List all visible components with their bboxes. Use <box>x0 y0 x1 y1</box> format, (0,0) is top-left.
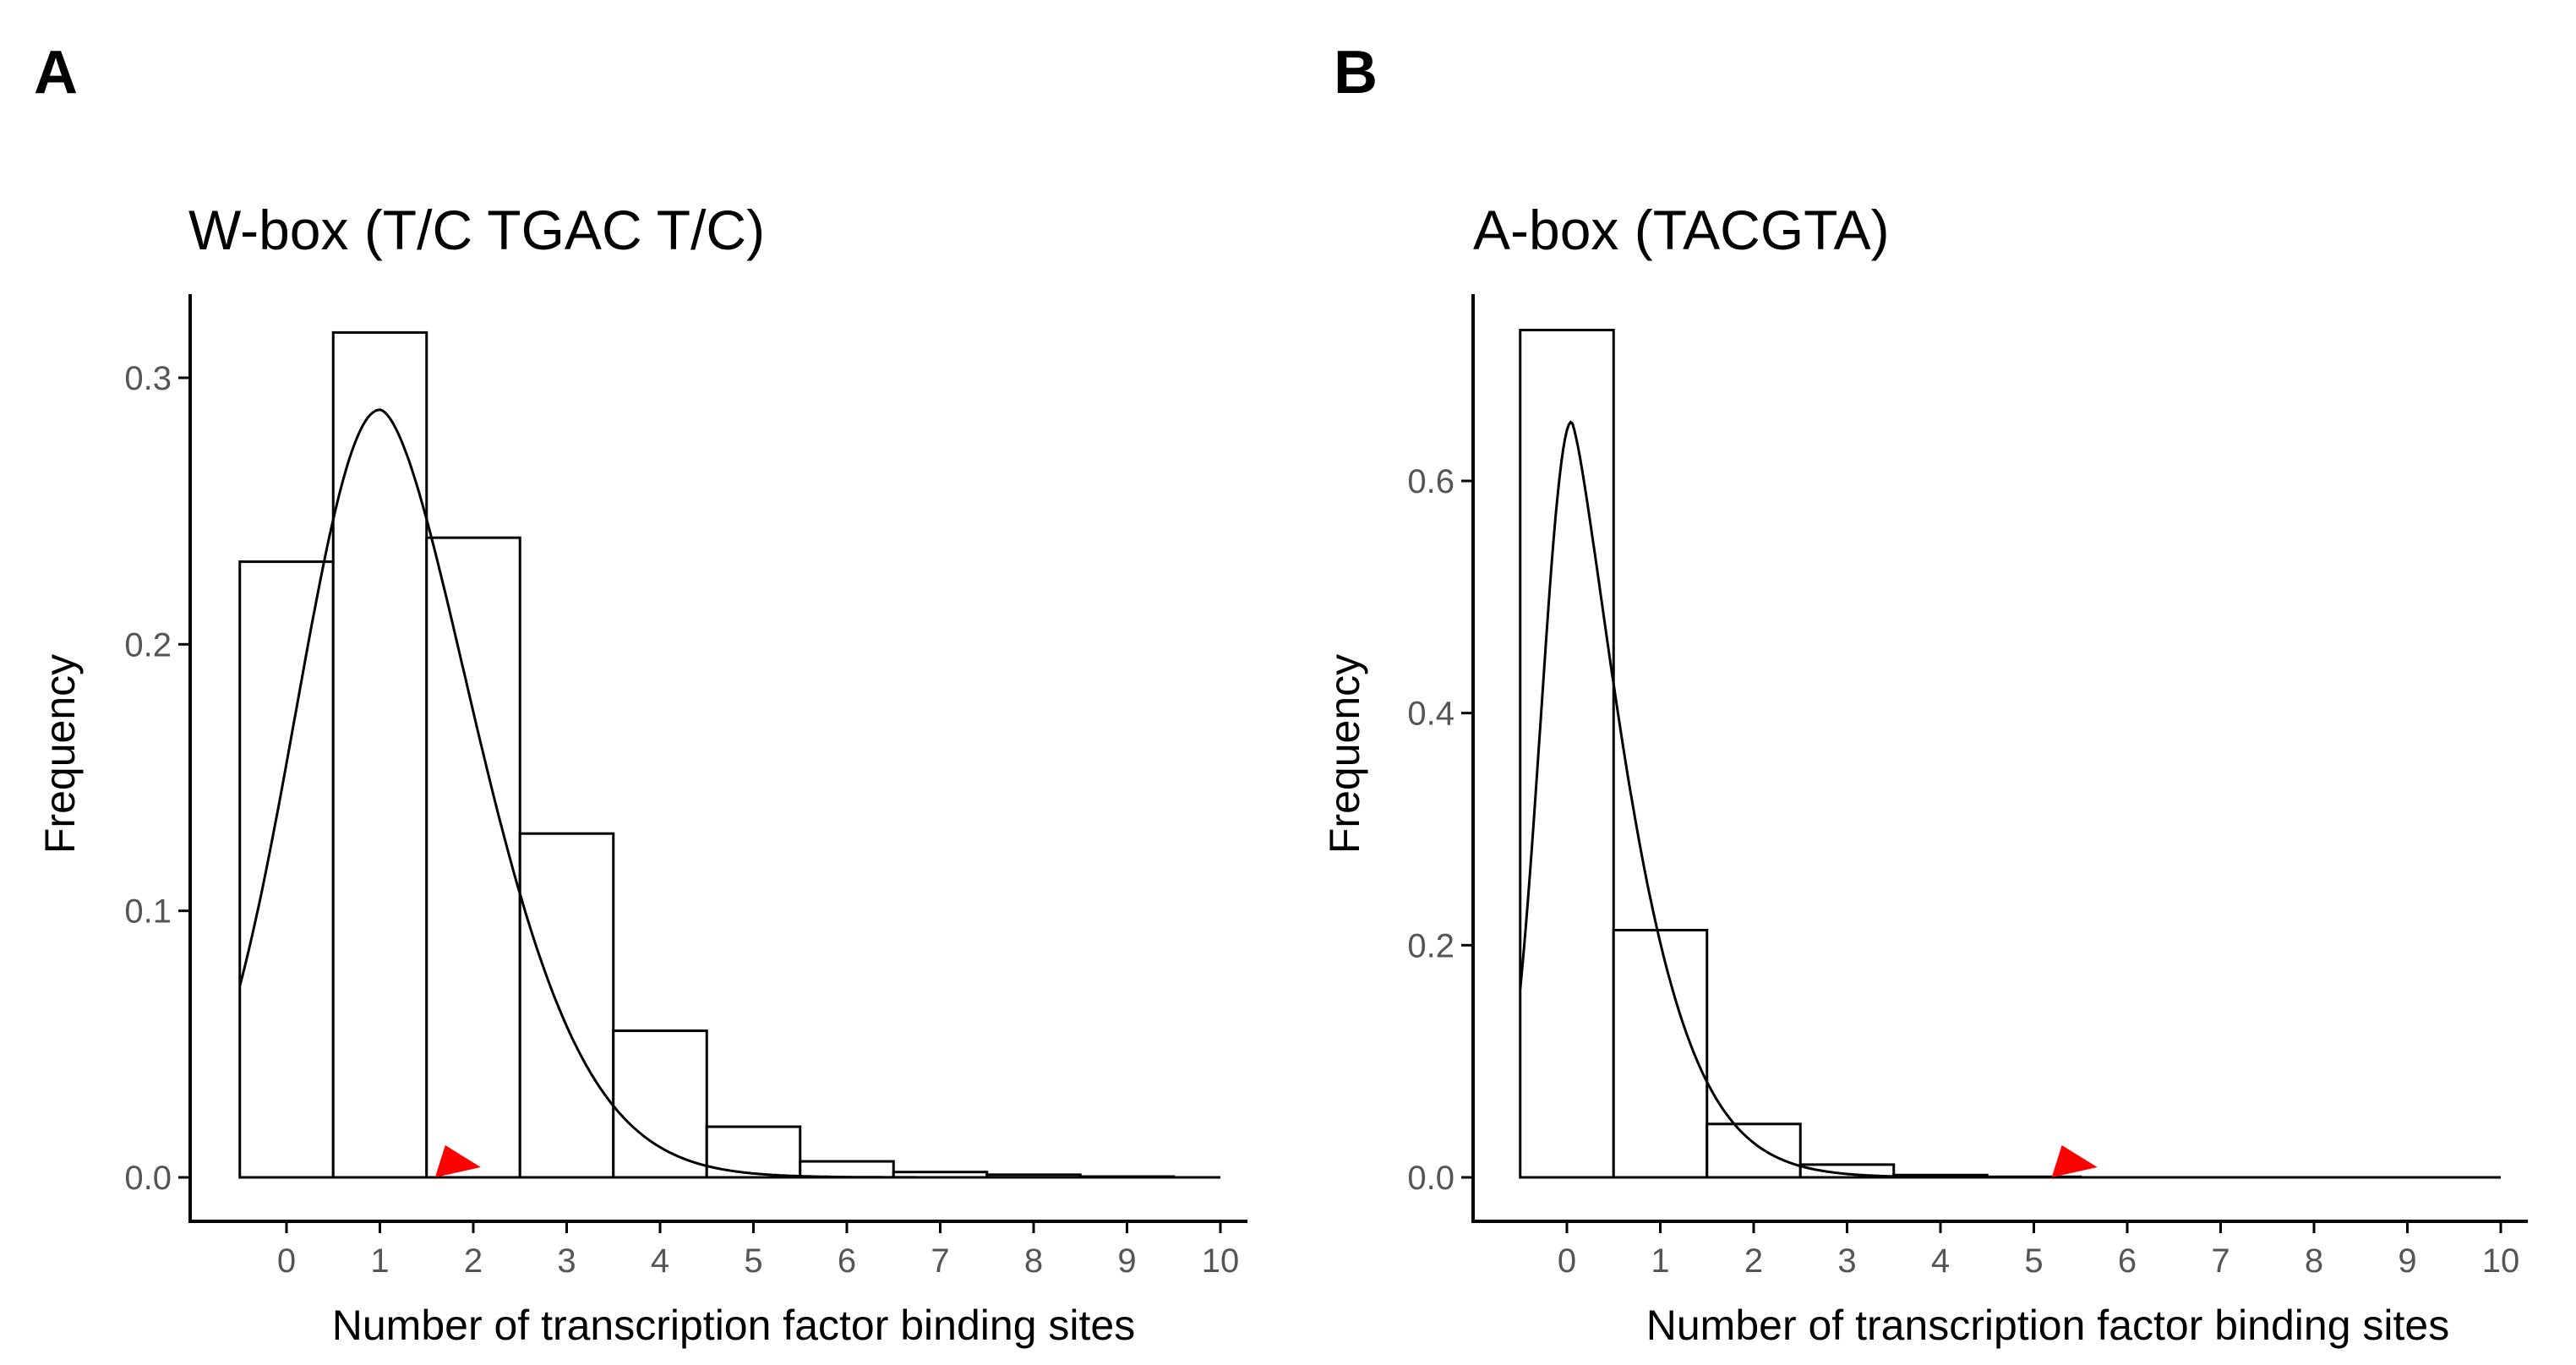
x-tick-label: 6 <box>2118 1242 2137 1280</box>
bar-2 <box>425 536 521 1179</box>
x-tick-label: 0 <box>277 1242 296 1280</box>
x-tick-label: 1 <box>1651 1242 1669 1280</box>
bar-6 <box>799 1160 895 1179</box>
density-curve-a <box>238 408 1220 1179</box>
panel-b: B A-box (TACGTA) 0.0 0.2 0.4 0.6 0 1 2 3 4 5 6 7 8 9… <box>1321 39 2529 1349</box>
x-axis-label-a: Number of transcription factor binding s… <box>332 1302 1135 1349</box>
y-ticks-a: 0.0 0.1 0.2 0.3 <box>124 360 190 1197</box>
panel-letter-a: A <box>34 39 78 106</box>
x-tick-label: 10 <box>1202 1242 1240 1280</box>
y-ticks-b: 0.0 0.2 0.4 0.6 <box>1407 463 1473 1197</box>
panel-letter-b: B <box>1334 39 1378 106</box>
y-tick-label: 0.0 <box>124 1160 172 1197</box>
y-tick-label: 0.4 <box>1407 696 1454 733</box>
bar-1 <box>1612 928 1709 1179</box>
x-tick-label: 3 <box>1837 1242 1856 1280</box>
x-tick-label: 6 <box>838 1242 856 1280</box>
x-axis-label-b: Number of transcription factor binding s… <box>1646 1302 2449 1349</box>
bars-b <box>1519 328 2501 1179</box>
y-tick-label: 0.2 <box>1407 927 1454 964</box>
bars-a <box>238 330 1220 1179</box>
bar-4 <box>612 1029 708 1179</box>
x-tick-label: 7 <box>931 1242 949 1280</box>
red-arrowhead-marker-a <box>434 1145 481 1177</box>
x-tick-label: 7 <box>2211 1242 2229 1280</box>
bar-3 <box>518 832 615 1179</box>
x-tick-label: 4 <box>1931 1242 1950 1280</box>
y-tick-label: 0.6 <box>1407 463 1454 500</box>
bar-0 <box>238 560 335 1179</box>
y-axis-label-b: Frequency <box>1321 654 1368 854</box>
x-tick-label: 4 <box>651 1242 669 1280</box>
x-tick-label: 9 <box>1117 1242 1136 1280</box>
x-tick-label: 8 <box>2305 1242 2323 1280</box>
x-tick-label: 2 <box>1744 1242 1763 1280</box>
x-tick-label: 3 <box>557 1242 576 1280</box>
x-ticks-a: 0 1 2 3 4 5 6 7 8 9 10 <box>277 1221 1239 1280</box>
density-curve-b <box>1519 420 2501 1179</box>
y-axis-label-a: Frequency <box>36 654 84 854</box>
chart-title-a: W-box (T/C TGAC T/C) <box>188 199 765 261</box>
x-tick-label: 5 <box>2024 1242 2043 1280</box>
x-ticks-b: 0 1 2 3 4 5 6 7 8 9 10 <box>1558 1221 2519 1280</box>
panel-a: A W-box (T/C TGAC T/C) 0.0 0.1 0.2 0.3 0 1 2 3… <box>34 39 1248 1349</box>
y-tick-label: 0.0 <box>1407 1160 1454 1197</box>
bar-2 <box>1706 1122 1802 1179</box>
chart-title-b: A-box (TACGTA) <box>1473 199 1890 261</box>
y-tick-label: 0.3 <box>124 360 172 397</box>
y-tick-label: 0.1 <box>124 893 172 931</box>
x-tick-label: 1 <box>370 1242 389 1280</box>
bar-0 <box>1519 328 1615 1179</box>
x-tick-label: 5 <box>744 1242 762 1280</box>
x-tick-label: 0 <box>1558 1242 1576 1280</box>
bar-1 <box>331 330 428 1179</box>
red-arrowhead-marker-b <box>2051 1145 2098 1177</box>
x-tick-label: 10 <box>2482 1242 2520 1280</box>
x-tick-label: 9 <box>2398 1242 2416 1280</box>
x-tick-label: 2 <box>464 1242 483 1280</box>
y-tick-label: 0.2 <box>124 626 172 663</box>
x-tick-label: 8 <box>1024 1242 1043 1280</box>
